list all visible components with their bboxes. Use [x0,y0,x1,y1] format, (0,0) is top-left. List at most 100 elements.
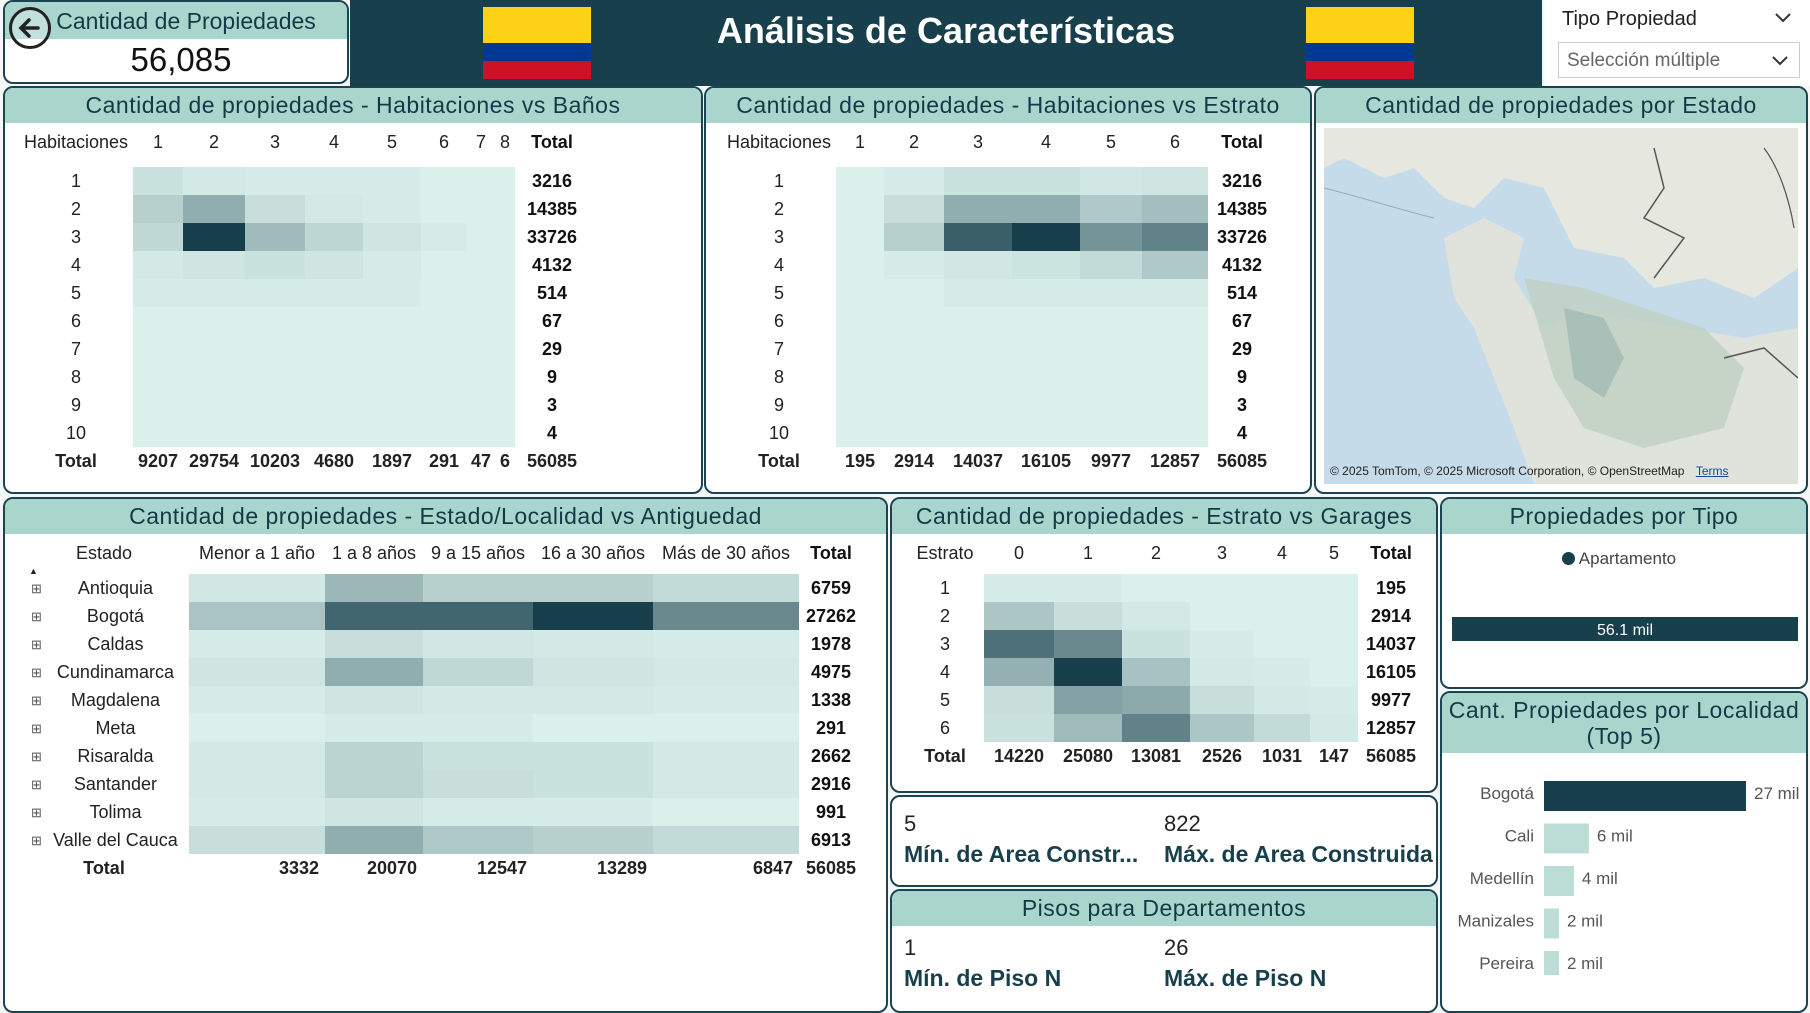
matrix-cell[interactable] [423,770,533,798]
matrix-cell[interactable] [1122,630,1190,658]
expand-icon[interactable]: ⊞ [31,720,42,736]
map-terms-link[interactable]: Terms [1695,464,1729,478]
matrix-cell[interactable] [1080,419,1142,447]
matrix-cell[interactable] [183,223,245,251]
matrix-cell[interactable] [836,307,884,335]
matrix-cell[interactable] [984,686,1054,714]
matrix-cell[interactable] [133,279,183,307]
matrix-cell[interactable] [467,223,495,251]
matrix-cell[interactable] [423,630,533,658]
matrix-cell[interactable] [183,195,245,223]
expand-icon[interactable]: ⊞ [31,636,42,652]
matrix-cell[interactable] [1142,335,1208,363]
matrix-cell[interactable] [533,602,653,630]
matrix-cell[interactable] [1054,714,1122,742]
matrix-cell[interactable] [421,279,467,307]
matrix-cell[interactable] [1254,630,1310,658]
matrix-cell[interactable] [133,167,183,195]
matrix-cell[interactable] [1012,307,1080,335]
matrix-cell[interactable] [305,307,363,335]
matrix-cell[interactable] [1310,574,1358,602]
matrix-cell[interactable] [189,686,325,714]
matrix-cell[interactable] [245,251,305,279]
matrix-cell[interactable] [363,419,421,447]
matrix-cell[interactable] [467,307,495,335]
matrix-cell[interactable] [836,279,884,307]
matrix-cell[interactable] [653,630,799,658]
matrix-cell[interactable] [245,279,305,307]
matrix-cell[interactable] [245,335,305,363]
matrix-cell[interactable] [653,686,799,714]
matrix-cell[interactable] [1080,195,1142,223]
matrix-cell[interactable] [1310,658,1358,686]
matrix-cell[interactable] [189,630,325,658]
expand-icon[interactable]: ⊞ [31,832,42,848]
matrix-cell[interactable] [305,223,363,251]
matrix-cell[interactable] [984,602,1054,630]
matrix-cell[interactable] [423,742,533,770]
matrix-cell[interactable] [183,307,245,335]
matrix-cell[interactable] [1190,686,1254,714]
matrix-cell[interactable] [133,223,183,251]
matrix-cell[interactable] [836,363,884,391]
matrix-cell[interactable] [189,826,325,854]
matrix-cell[interactable] [1142,363,1208,391]
matrix-cell[interactable] [325,574,423,602]
matrix-cell[interactable] [189,798,325,826]
matrix-cell[interactable] [467,419,495,447]
matrix-cell[interactable] [183,279,245,307]
matrix-cell[interactable] [653,770,799,798]
matrix-cell[interactable] [325,602,423,630]
matrix-cell[interactable] [495,363,515,391]
matrix-cell[interactable] [884,223,944,251]
matrix-cell[interactable] [1012,251,1080,279]
matrix-cell[interactable] [1190,658,1254,686]
matrix-cell[interactable] [305,391,363,419]
matrix-cell[interactable] [421,167,467,195]
matrix-cell[interactable] [133,391,183,419]
matrix-cell[interactable] [421,335,467,363]
matrix-cell[interactable] [423,602,533,630]
matrix-cell[interactable] [533,686,653,714]
matrix-cell[interactable] [1142,167,1208,195]
matrix-cell[interactable] [884,363,944,391]
matrix-cell[interactable] [363,251,421,279]
matrix-cell[interactable] [325,714,423,742]
matrix-cell[interactable] [944,279,1012,307]
matrix-cell[interactable] [1190,602,1254,630]
matrix-cell[interactable] [1012,279,1080,307]
matrix-cell[interactable] [363,279,421,307]
matrix-cell[interactable] [1122,602,1190,630]
matrix-cell[interactable] [1054,658,1122,686]
matrix-cell[interactable] [363,167,421,195]
matrix-cell[interactable] [1012,363,1080,391]
matrix-cell[interactable] [884,335,944,363]
matrix-cell[interactable] [1012,419,1080,447]
bar[interactable] [1544,781,1746,811]
expand-icon[interactable]: ⊞ [31,776,42,792]
matrix-cell[interactable] [133,307,183,335]
matrix-cell[interactable] [533,658,653,686]
matrix-cell[interactable] [245,419,305,447]
matrix-cell[interactable] [495,279,515,307]
matrix-cell[interactable] [533,714,653,742]
matrix-cell[interactable] [133,363,183,391]
matrix-cell[interactable] [884,167,944,195]
map-view[interactable]: © 2025 TomTom, © 2025 Microsoft Corporat… [1323,128,1799,484]
matrix-cell[interactable] [944,195,1012,223]
matrix-cell[interactable] [183,363,245,391]
matrix-cell[interactable] [884,279,944,307]
matrix-cell[interactable] [533,770,653,798]
matrix-cell[interactable] [653,798,799,826]
matrix-cell[interactable] [495,223,515,251]
matrix-cell[interactable] [533,742,653,770]
matrix-cell[interactable] [1080,279,1142,307]
matrix-cell[interactable] [533,630,653,658]
matrix-cell[interactable] [884,251,944,279]
matrix-cell[interactable] [325,742,423,770]
chevron-down-icon[interactable] [1774,12,1792,24]
matrix-cell[interactable] [1142,279,1208,307]
matrix-cell[interactable] [653,574,799,602]
matrix-cell[interactable] [984,574,1054,602]
matrix-cell[interactable] [423,658,533,686]
